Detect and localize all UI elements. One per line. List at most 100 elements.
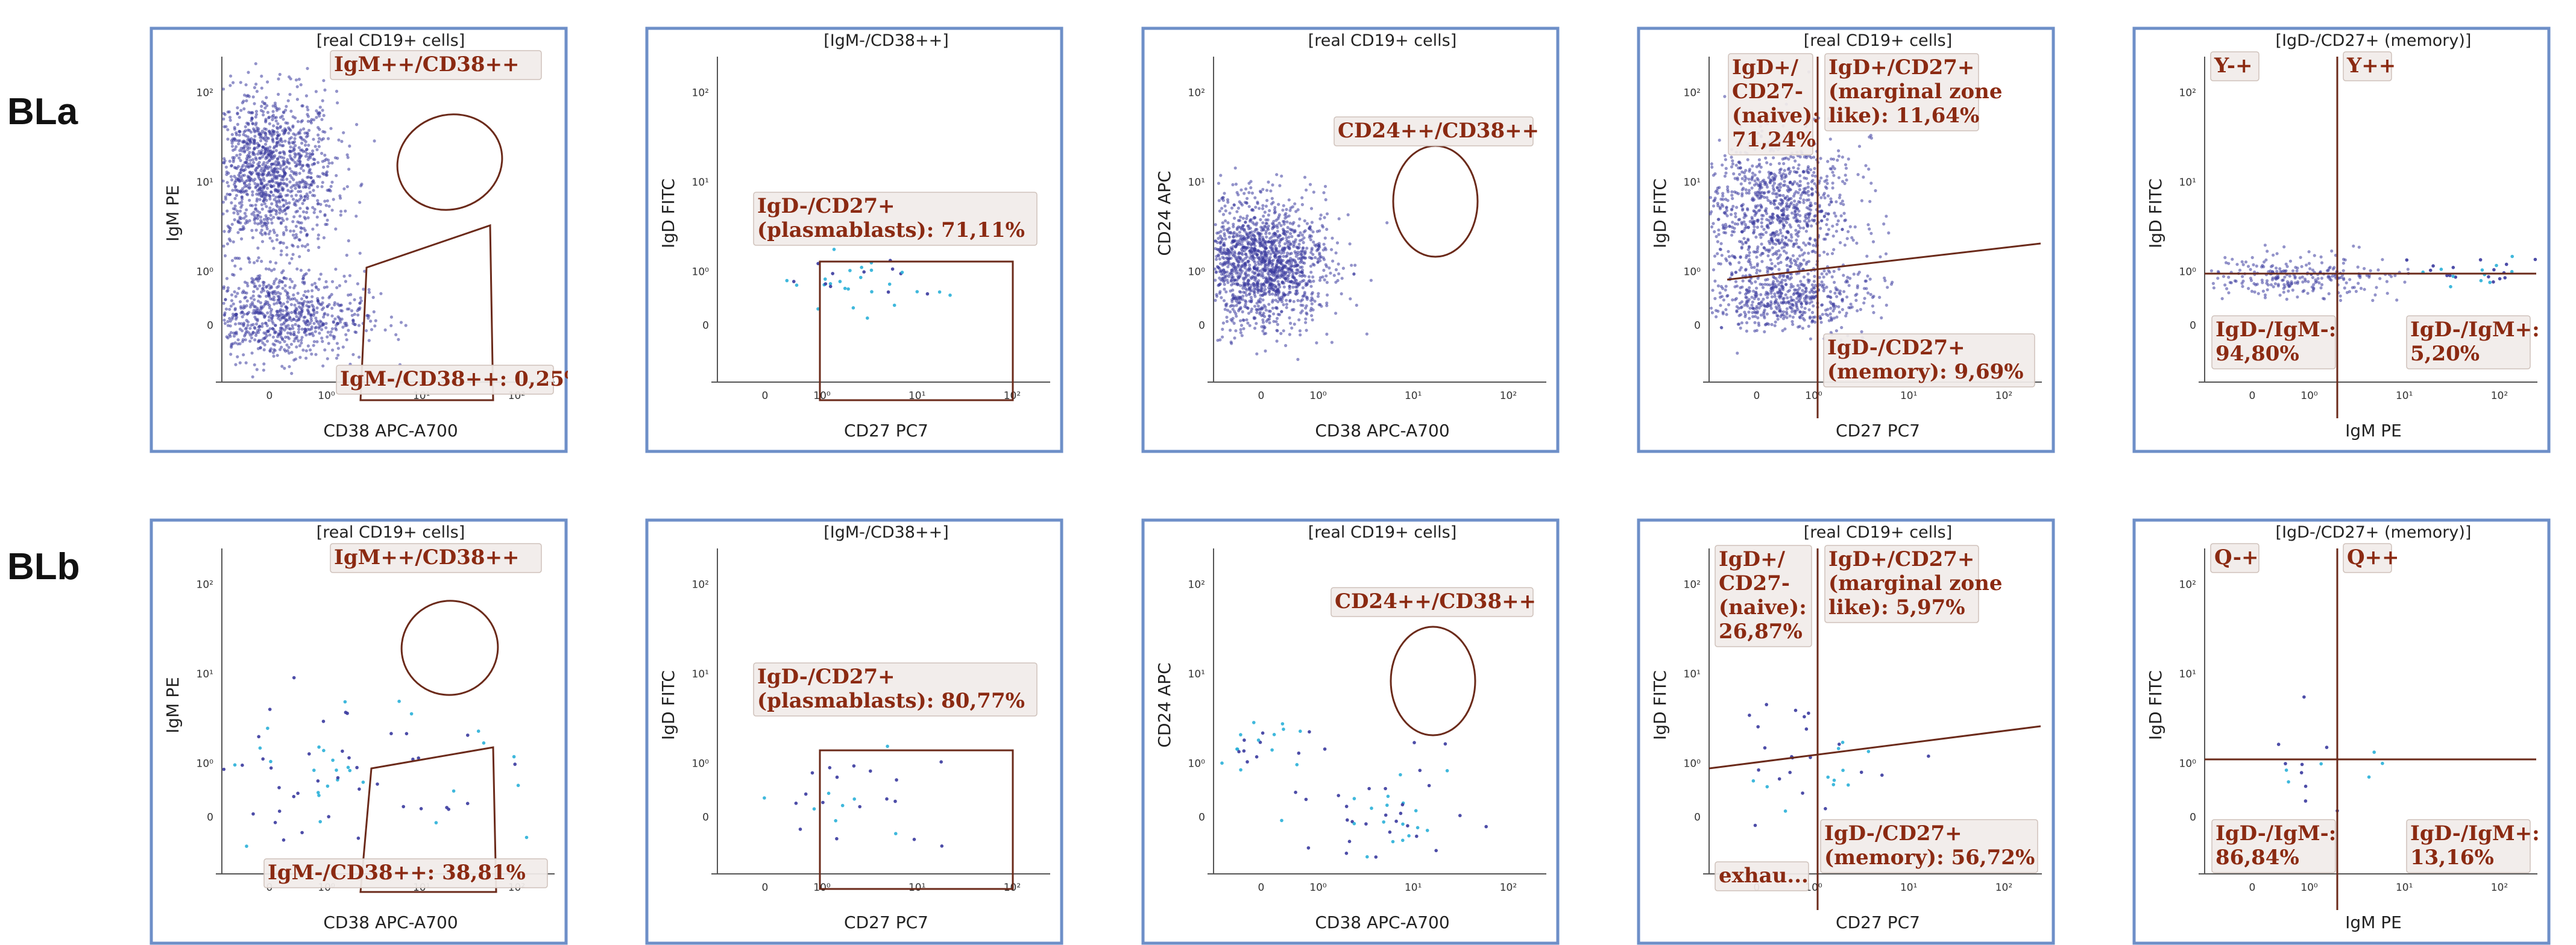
scatter-point (274, 104, 277, 107)
scatter-point (232, 240, 235, 243)
scatter-point (300, 221, 303, 224)
scatter-point (319, 210, 322, 213)
scatter-point (347, 239, 350, 242)
x-axis-label: CD27 PC7 (1836, 421, 1920, 441)
scatter-point (277, 183, 280, 186)
scatter-point (1814, 175, 1817, 178)
scatter-point (285, 246, 288, 249)
scatter-point (1235, 210, 1238, 213)
scatter-point (1230, 283, 1233, 286)
scatter-point (291, 220, 294, 223)
scatter-point (1253, 293, 1256, 296)
scatter-point (1233, 231, 1236, 234)
scatter-point (1829, 197, 1832, 200)
scatter-point (329, 333, 332, 336)
scatter-point (1296, 358, 1299, 361)
scatter-point (318, 115, 321, 118)
scatter-point (268, 207, 271, 210)
scatter-point (254, 182, 257, 185)
scatter-point (300, 269, 303, 272)
scatter-point (1271, 299, 1274, 302)
scatter-point (373, 324, 376, 327)
scatter-point (326, 174, 329, 177)
scatter-point (1759, 204, 1762, 207)
scatter-point (1235, 234, 1238, 237)
scatter-point (1712, 289, 1715, 292)
gate-label-text: IgM++/CD38++ (334, 52, 520, 77)
scatter-point (1262, 215, 1265, 218)
scatter-point (253, 86, 256, 89)
scatter-point (1319, 276, 1322, 279)
scatter-point (294, 323, 297, 326)
scatter-point (276, 310, 279, 313)
scatter-point (283, 328, 286, 331)
scatter-point (339, 309, 342, 312)
scatter-point (1768, 171, 1771, 174)
scatter-point (1265, 236, 1268, 239)
scatter-point (1249, 180, 1252, 183)
scatter-point (1801, 317, 1804, 320)
scatter-point (1724, 154, 1727, 157)
scatter-point (323, 173, 326, 176)
scatter-point (1721, 287, 1724, 290)
scatter-point (1794, 229, 1797, 232)
scatter-point (1810, 193, 1813, 196)
scatter-point (245, 141, 248, 144)
scatter-point (1326, 212, 1329, 215)
scatter-point (321, 160, 324, 163)
scatter-point (926, 292, 930, 296)
scatter-point (1836, 159, 1839, 162)
scatter-point (1267, 225, 1270, 228)
scatter-point (1305, 313, 1308, 316)
scatter-point (229, 353, 232, 356)
scatter-point (1255, 322, 1258, 325)
scatter-point (1771, 246, 1774, 250)
scatter-point (1250, 277, 1253, 280)
scatter-point (316, 297, 319, 300)
scatter-point (230, 201, 233, 204)
scatter-point (1774, 324, 1777, 327)
scatter-point (1762, 233, 1765, 236)
scatter-point (1810, 156, 1813, 159)
scatter-point (1886, 286, 1889, 289)
scatter-point (1854, 294, 1857, 297)
scatter-point (1214, 223, 1217, 226)
y-tick-label: 0 (207, 320, 213, 332)
scatter-point (1278, 260, 1281, 263)
scatter-point (250, 172, 253, 175)
scatter-point (320, 118, 323, 121)
scatter-point (1799, 280, 1802, 283)
scatter-point (1790, 298, 1793, 301)
scatter-point (1221, 328, 1224, 331)
scatter-point (1773, 234, 1776, 237)
scatter-point (267, 193, 270, 196)
scatter-point (1789, 225, 1792, 228)
scatter-point (1856, 286, 1859, 289)
scatter-point (1777, 249, 1780, 252)
scatter-point (1272, 312, 1275, 315)
scatter-point (330, 330, 333, 333)
scatter-point (1734, 271, 1737, 274)
scatter-point (258, 192, 261, 195)
scatter-point (1725, 167, 1728, 170)
scatter-point (315, 319, 318, 322)
scatter-point (272, 124, 275, 127)
scatter-point (1265, 222, 1268, 225)
scatter-point (1771, 295, 1774, 298)
scatter-point (1218, 199, 1221, 202)
scatter-point (1308, 256, 1311, 259)
scatter-point (251, 151, 254, 154)
scatter-point (1713, 297, 1716, 300)
scatter-point (269, 166, 272, 169)
scatter-point (292, 331, 295, 334)
scatter-point (292, 215, 295, 218)
scatter-point (1254, 206, 1257, 209)
scatter-point (1267, 290, 1270, 294)
scatter-point (1805, 263, 1808, 266)
scatter-point (1223, 243, 1226, 246)
scatter-point (1271, 292, 1274, 295)
scatter-point (1245, 289, 1249, 292)
scatter-point (1303, 176, 1306, 179)
scatter-point (1323, 216, 1326, 219)
scatter-point (1283, 294, 1286, 297)
